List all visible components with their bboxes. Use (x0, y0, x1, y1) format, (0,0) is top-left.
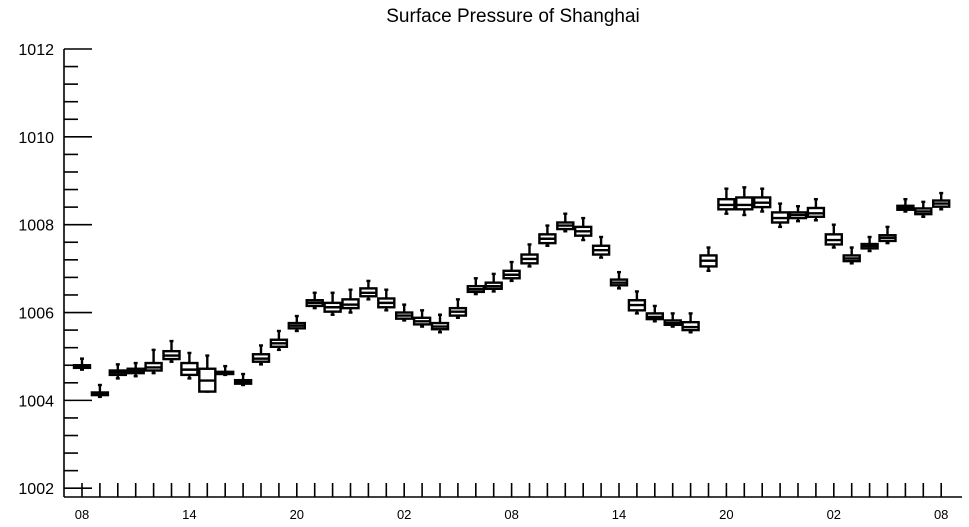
box-item (448, 298, 468, 319)
box-item (932, 191, 951, 211)
box-series (72, 186, 951, 399)
box-item (502, 260, 521, 283)
box-item (377, 288, 396, 312)
box-item (520, 243, 539, 268)
box-item (627, 290, 647, 315)
box-item (735, 186, 754, 217)
box-item (395, 303, 414, 322)
chart-title: Surface Pressure of Shanghai (386, 6, 640, 27)
x-tick-label: 08 (75, 507, 89, 522)
box-item (430, 313, 450, 334)
box-item (90, 383, 110, 399)
box-item (556, 212, 575, 233)
box-item (233, 372, 253, 387)
box-item (788, 205, 808, 223)
x-tick-label: 02 (827, 507, 841, 522)
box-item (663, 312, 682, 328)
x-tick-label: 14 (612, 507, 626, 522)
x-tick-label: 08 (504, 507, 518, 522)
box-item (914, 200, 933, 218)
box-item (72, 357, 92, 371)
box-item (591, 235, 611, 259)
x-axis-ticks: 08 14 20 02 08 14 20 02 08 (75, 483, 948, 522)
box-item (269, 329, 289, 352)
box-item (896, 198, 915, 213)
x-tick-label: 20 (290, 507, 304, 522)
y-axis-ticks: 1002 1004 1006 1008 1010 1012 (18, 42, 92, 498)
box-item (609, 270, 629, 290)
box-item (215, 364, 235, 377)
y-tick-label: 1012 (18, 42, 54, 59)
box-item (341, 288, 360, 314)
box-item (287, 314, 306, 333)
y-tick-label: 1006 (18, 306, 54, 323)
box-item (412, 309, 432, 328)
box-item (699, 246, 718, 273)
box-item (305, 291, 324, 310)
box-item (251, 344, 271, 366)
box-item (466, 277, 485, 296)
box-item (717, 187, 736, 215)
y-tick-label: 1004 (18, 393, 54, 410)
box-item (770, 202, 790, 229)
box-item (842, 246, 861, 265)
box-item (108, 363, 128, 380)
x-tick-label: 20 (719, 507, 733, 522)
box-item (753, 187, 772, 213)
box-item (162, 339, 181, 363)
box-item (180, 351, 199, 380)
box-item (359, 279, 378, 301)
box-item (860, 235, 879, 253)
x-tick-label: 08 (934, 507, 948, 522)
box-iqr (735, 196, 754, 211)
box-item (681, 312, 700, 334)
y-tick-label: 1008 (18, 218, 54, 235)
box-item (878, 225, 897, 245)
box-item (824, 223, 843, 249)
x-tick-label: 14 (182, 507, 196, 522)
box-item (574, 216, 593, 242)
box-item (806, 198, 826, 222)
box-item (126, 361, 145, 378)
box-item (323, 291, 342, 316)
box-item (144, 348, 163, 375)
box-item (484, 272, 503, 293)
y-tick-label: 1010 (18, 130, 54, 147)
x-tick-label: 02 (397, 507, 411, 522)
box-item (538, 224, 557, 247)
box-item (198, 354, 217, 393)
box-item (645, 304, 664, 323)
y-tick-label: 1002 (18, 481, 54, 498)
